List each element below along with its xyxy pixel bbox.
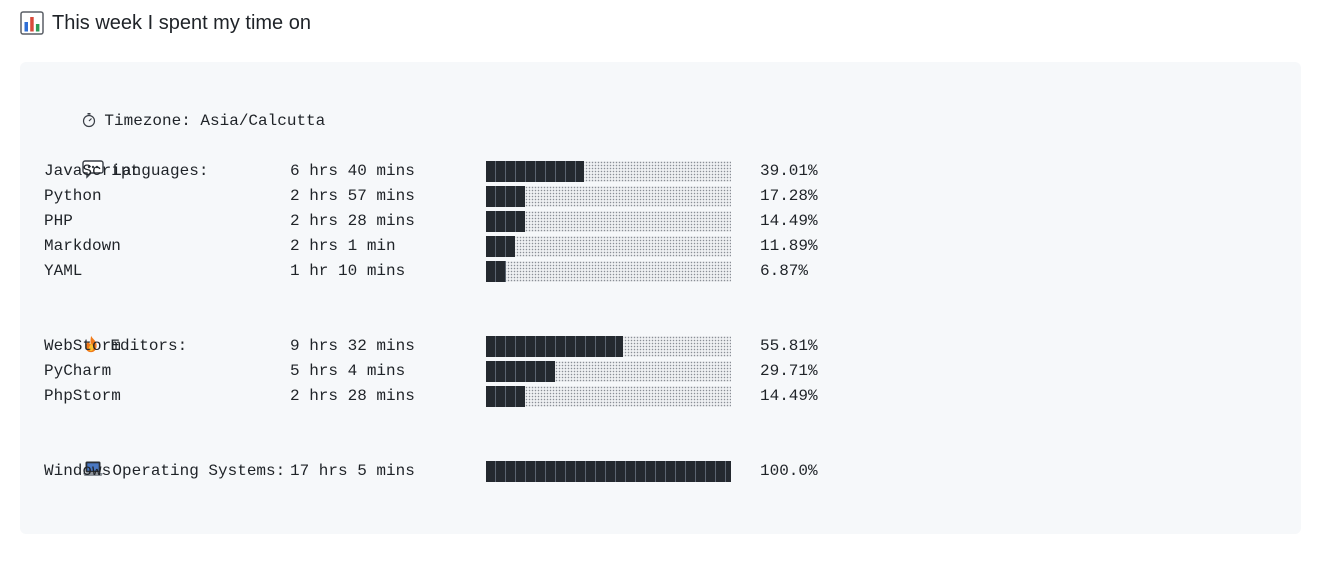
stat-duration: 9 hrs 32 mins xyxy=(290,337,415,355)
progress-bar xyxy=(486,186,731,207)
progress-bar-fill xyxy=(486,161,584,182)
stat-row: Windows 17 hrs 5 mins 100.0% xyxy=(44,459,944,484)
stat-name: Windows xyxy=(44,462,112,480)
stat-duration: 17 hrs 5 mins xyxy=(290,462,415,480)
stat-name: YAML xyxy=(44,262,83,280)
progress-bar-fill xyxy=(486,386,526,407)
stat-duration: 2 hrs 57 mins xyxy=(290,187,415,205)
progress-bar-fill xyxy=(486,211,526,232)
stat-percent: 11.89% xyxy=(760,237,818,255)
progress-bar xyxy=(486,161,731,182)
stat-row: Python 2 hrs 57 mins 17.28% xyxy=(44,184,944,209)
progress-bar xyxy=(486,236,731,257)
timezone-text: Timezone: Asia/Calcutta xyxy=(104,112,326,130)
stat-row: Markdown 2 hrs 1 min 11.89% xyxy=(44,234,944,259)
bar-chart-icon xyxy=(20,11,44,35)
stat-row: JavaScript 6 hrs 40 mins 39.01% xyxy=(44,159,944,184)
fire-icon xyxy=(86,335,98,353)
progress-bar xyxy=(486,336,731,357)
progress-bar-fill xyxy=(486,361,555,382)
stat-name: Markdown xyxy=(44,237,121,255)
stat-row: PhpStorm 2 hrs 28 mins 14.49% xyxy=(44,384,944,409)
stat-percent: 14.49% xyxy=(760,387,818,405)
stat-percent: 6.87% xyxy=(760,262,809,280)
languages-title: Languages: xyxy=(112,162,209,180)
stat-name: PyCharm xyxy=(44,362,112,380)
progress-bar xyxy=(486,461,731,482)
stat-duration: 2 hrs 28 mins xyxy=(290,387,415,405)
stat-row: PHP 2 hrs 28 mins 14.49% xyxy=(44,209,944,234)
os-title: Operating Systems: xyxy=(112,462,286,480)
progress-bar xyxy=(486,261,731,282)
editors-header: Editors: xyxy=(44,309,187,355)
heading-text: This week I spent my time on xyxy=(52,12,311,34)
editors-title: Editors: xyxy=(110,337,188,355)
timezone-line: Timezone: Asia/Calcutta xyxy=(44,84,325,130)
speech-bubble-icon xyxy=(82,160,105,179)
stat-percent: 55.81% xyxy=(760,337,818,355)
stat-row: WebStorm 9 hrs 32 mins 55.81% xyxy=(44,334,944,359)
stat-row: YAML 1 hr 10 mins 6.87% xyxy=(44,259,944,284)
stat-duration: 2 hrs 28 mins xyxy=(290,212,415,230)
progress-bar-fill xyxy=(486,236,516,257)
progress-bar-fill xyxy=(486,336,624,357)
stat-name: PhpStorm xyxy=(44,387,121,405)
progress-bar-fill xyxy=(486,461,731,482)
stat-percent: 14.49% xyxy=(760,212,818,230)
laptop-icon xyxy=(83,461,104,476)
progress-bar-fill xyxy=(486,186,526,207)
code-block: Timezone: Asia/Calcutta Languages: JavaS… xyxy=(20,62,1301,534)
progress-bar xyxy=(486,211,731,232)
stat-percent: 100.0% xyxy=(760,462,818,480)
progress-bar xyxy=(486,361,731,382)
stat-percent: 39.01% xyxy=(760,162,818,180)
progress-bar-fill xyxy=(486,261,506,282)
stat-name: PHP xyxy=(44,212,73,230)
stat-duration: 2 hrs 1 min xyxy=(290,237,396,255)
stat-duration: 6 hrs 40 mins xyxy=(290,162,415,180)
stat-percent: 29.71% xyxy=(760,362,818,380)
languages-header: Languages: xyxy=(44,134,208,180)
section-heading: This week I spent my time on xyxy=(20,9,311,37)
stat-name: JavaScript xyxy=(44,162,141,180)
stat-name: Python xyxy=(44,187,102,205)
stat-row: PyCharm 5 hrs 4 mins 29.71% xyxy=(44,359,944,384)
stat-percent: 17.28% xyxy=(760,187,818,205)
stat-duration: 5 hrs 4 mins xyxy=(290,362,406,380)
os-header: Operating Systems: xyxy=(44,434,285,480)
stat-name: WebStorm xyxy=(44,337,121,355)
progress-bar xyxy=(486,386,731,407)
stat-duration: 1 hr 10 mins xyxy=(290,262,406,280)
stopwatch-icon xyxy=(83,113,96,128)
